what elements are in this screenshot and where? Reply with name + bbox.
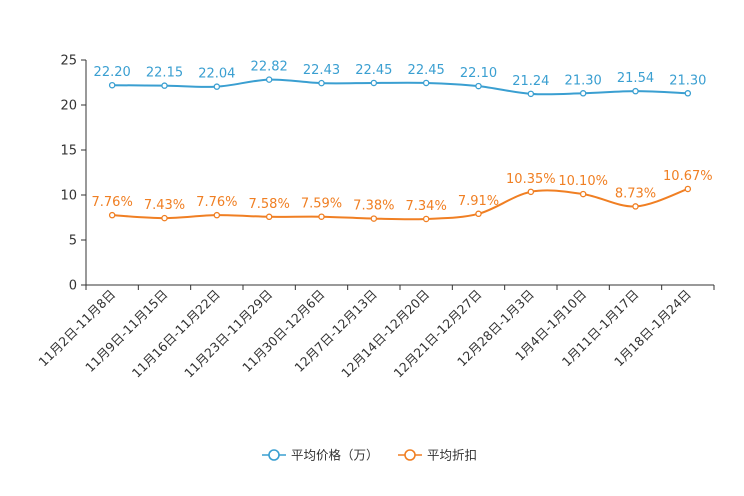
legend-label: 平均折扣 bbox=[427, 448, 477, 463]
data-point[interactable] bbox=[579, 90, 587, 97]
data-label: 7.76% bbox=[92, 195, 133, 210]
data-label: 7.34% bbox=[406, 199, 447, 214]
data-label: 22.43 bbox=[303, 63, 340, 78]
data-label: 7.76% bbox=[196, 195, 237, 210]
data-point[interactable] bbox=[684, 90, 692, 97]
data-label: 21.54 bbox=[617, 71, 654, 86]
y-tick-label: 0 bbox=[69, 279, 77, 294]
data-label: 7.58% bbox=[249, 197, 290, 212]
data-point[interactable] bbox=[265, 76, 273, 83]
data-label: 7.91% bbox=[458, 194, 499, 209]
data-labels: 22.20 22.15 22.04 22.82 22.43 22.45 22.45 22.10… bbox=[92, 60, 713, 214]
data-label: 21.24 bbox=[512, 74, 549, 89]
data-point[interactable] bbox=[632, 203, 639, 210]
series-line-1 bbox=[112, 78, 688, 96]
series-line-2 bbox=[112, 188, 689, 221]
series-layer bbox=[108, 76, 692, 223]
data-label: 22.04 bbox=[198, 67, 235, 82]
x-tick-label: 11月23日-11月29日 bbox=[181, 287, 275, 381]
data-point[interactable] bbox=[422, 79, 430, 87]
x-tick-label: 12月14日-12月20日 bbox=[338, 287, 432, 381]
y-tick-label: 5 bbox=[69, 234, 77, 249]
data-label: 10.10% bbox=[558, 174, 608, 189]
data-point[interactable] bbox=[108, 81, 116, 89]
legend-item-2[interactable]: 平均折扣 bbox=[398, 448, 477, 463]
data-point[interactable] bbox=[213, 83, 221, 90]
legend-label: 平均价格（万） bbox=[291, 448, 379, 463]
data-label: 22.82 bbox=[251, 60, 288, 75]
y-tick-label: 25 bbox=[60, 54, 77, 69]
data-label: 7.43% bbox=[144, 198, 185, 213]
data-label: 21.30 bbox=[565, 73, 602, 88]
y-tick-label: 15 bbox=[60, 144, 77, 159]
data-point[interactable] bbox=[213, 211, 221, 219]
data-point[interactable] bbox=[370, 215, 378, 222]
data-point[interactable] bbox=[161, 82, 168, 89]
data-point[interactable] bbox=[265, 213, 273, 221]
legend-item-1[interactable]: 平均价格（万） bbox=[262, 448, 379, 463]
data-point[interactable] bbox=[632, 87, 639, 95]
x-tick-label: 12月21日-12月27日 bbox=[390, 287, 484, 381]
data-point[interactable] bbox=[579, 190, 587, 198]
data-label: 22.10 bbox=[460, 66, 497, 81]
data-point[interactable] bbox=[108, 211, 116, 219]
data-point[interactable] bbox=[475, 210, 482, 218]
data-label: 10.67% bbox=[663, 169, 713, 184]
data-label: 22.45 bbox=[355, 63, 392, 78]
data-point[interactable] bbox=[318, 213, 325, 220]
data-label: 8.73% bbox=[615, 186, 656, 201]
legend-marker bbox=[268, 449, 280, 461]
data-point[interactable] bbox=[161, 214, 168, 222]
data-label: 7.59% bbox=[301, 197, 342, 212]
data-label: 22.15 bbox=[146, 66, 183, 81]
data-point[interactable] bbox=[370, 79, 378, 87]
data-point[interactable] bbox=[527, 188, 535, 196]
data-point[interactable] bbox=[684, 185, 692, 193]
data-point[interactable] bbox=[475, 82, 482, 90]
data-point[interactable] bbox=[527, 90, 535, 98]
data-label: 10.35% bbox=[506, 172, 556, 187]
data-label: 7.38% bbox=[353, 199, 394, 214]
y-tick-label: 10 bbox=[60, 189, 77, 204]
data-label: 21.30 bbox=[669, 73, 706, 88]
legend-marker bbox=[404, 449, 416, 461]
y-tick-label: 20 bbox=[60, 99, 77, 114]
data-label: 22.45 bbox=[408, 63, 445, 78]
data-point[interactable] bbox=[318, 79, 325, 87]
x-tick-label: 11月16日-11月22日 bbox=[129, 287, 223, 381]
legend[interactable]: 平均价格（万） 平均折扣 bbox=[262, 448, 477, 463]
data-point[interactable] bbox=[422, 215, 430, 223]
data-label: 22.20 bbox=[94, 65, 131, 80]
